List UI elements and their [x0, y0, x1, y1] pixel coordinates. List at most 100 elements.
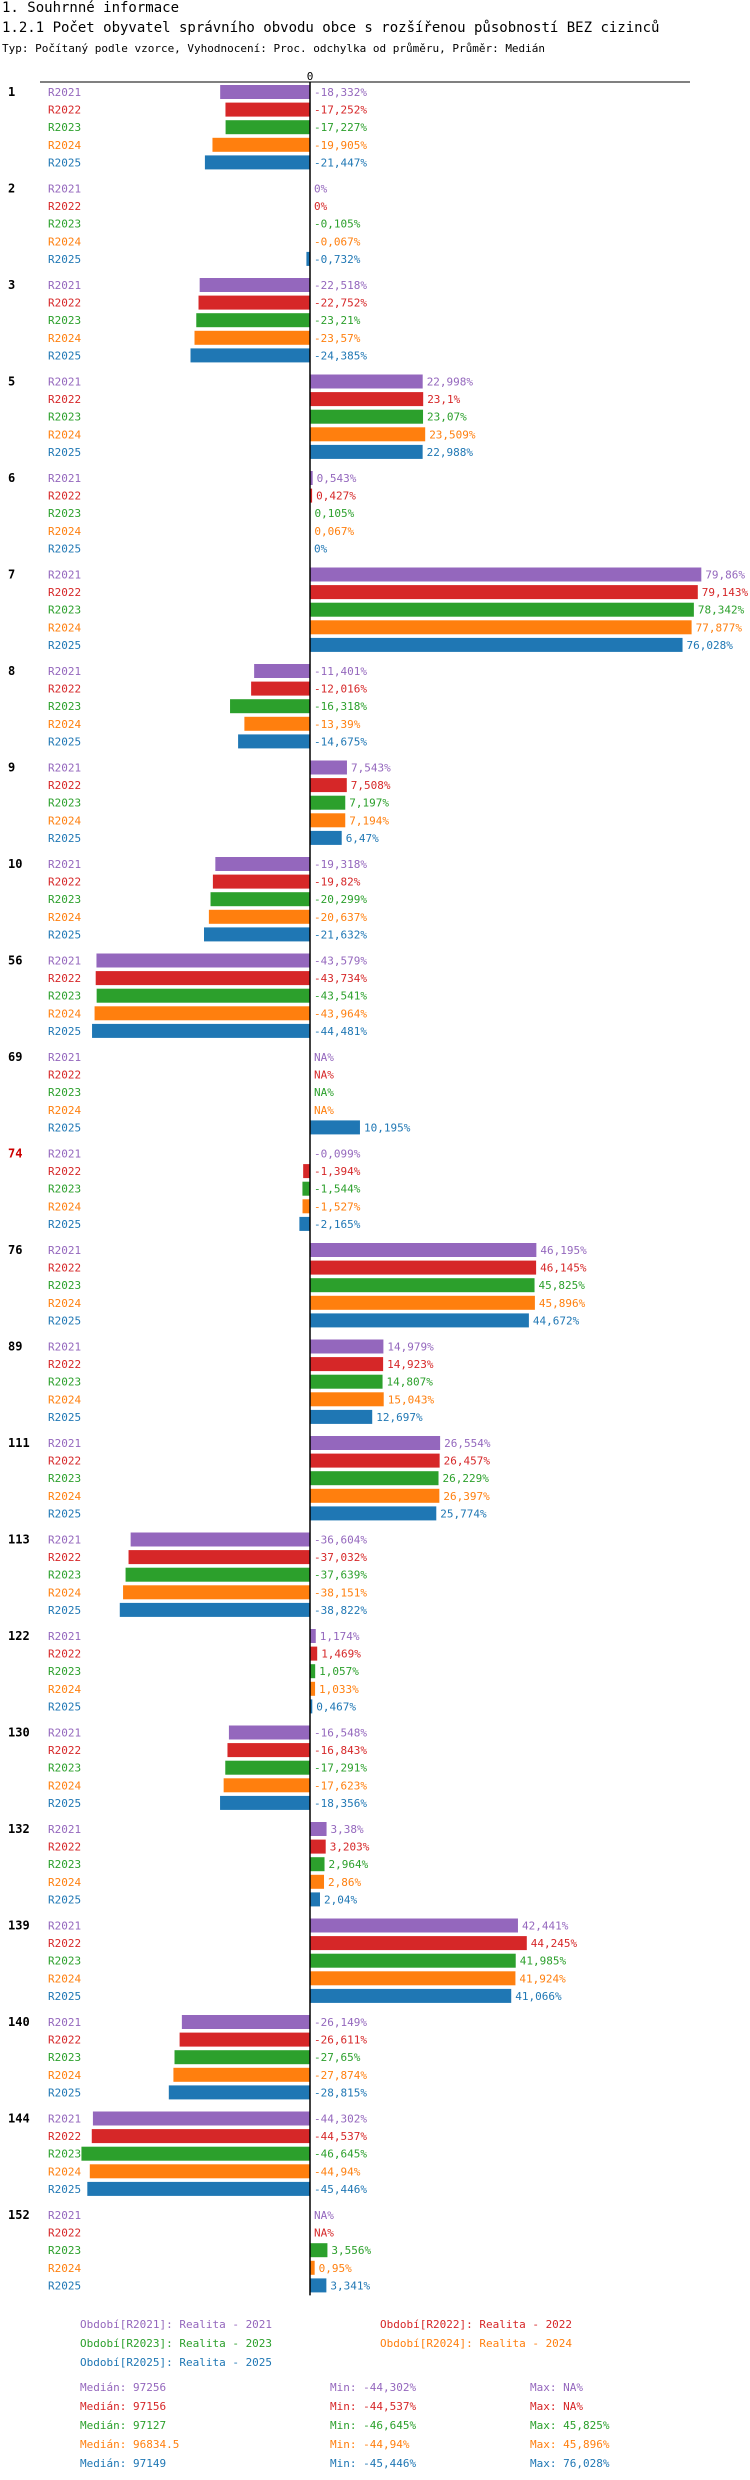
stat-max: Max: 76,028% — [530, 2457, 610, 2470]
category-label: 9 — [8, 761, 15, 775]
value-label: 41,985% — [520, 1955, 567, 1968]
series-label: R2025 — [48, 1507, 81, 1520]
series-label: R2021 — [48, 279, 81, 292]
value-label: -26,611% — [314, 2034, 367, 2047]
value-label: 26,554% — [444, 1437, 491, 1450]
value-label: 23,1% — [427, 393, 460, 406]
value-label: -37,639% — [314, 1569, 367, 1582]
value-label: 0% — [314, 542, 328, 555]
stat-median: Medián: 97156 — [80, 2400, 167, 2413]
series-label: R2021 — [48, 1051, 81, 1064]
bar — [310, 1260, 537, 1275]
value-label: -17,227% — [314, 121, 367, 134]
series-label: R2021 — [48, 1534, 81, 1547]
value-label: 25,774% — [440, 1507, 487, 1520]
category-label: 5 — [8, 375, 15, 389]
series-label: R2023 — [48, 1279, 81, 1292]
series-label: R2022 — [48, 490, 81, 503]
value-label: -13,39% — [314, 718, 361, 731]
value-label: -19,318% — [314, 858, 367, 871]
bar — [310, 1243, 537, 1257]
category-label: 1 — [8, 85, 15, 99]
legend-item: Období[R2022]: Realita - 2022 — [380, 2318, 573, 2331]
bar — [310, 620, 692, 635]
series-label: R2023 — [48, 314, 81, 327]
value-label: 3,38% — [331, 1823, 364, 1836]
value-label: NA% — [314, 1069, 334, 1082]
series-label: R2025 — [48, 349, 81, 362]
series-label: R2021 — [48, 2016, 81, 2029]
series-label: R2024 — [48, 139, 81, 152]
bar — [244, 716, 310, 731]
series-label: R2023 — [48, 507, 81, 520]
value-label: -1,394% — [314, 1165, 361, 1178]
stat-median: Medián: 97149 — [80, 2457, 167, 2470]
bar — [306, 251, 310, 266]
series-label: R2024 — [48, 718, 81, 731]
value-label: 7,508% — [351, 779, 391, 792]
series-label: R2023 — [48, 218, 81, 231]
bar — [299, 1216, 310, 1231]
series-label: R2022 — [48, 779, 81, 792]
series-label: R2025 — [48, 1411, 81, 1424]
value-label: 41,066% — [515, 1990, 562, 2003]
bar — [310, 1971, 516, 1986]
series-label: R2021 — [48, 1727, 81, 1740]
legend-item: Období[R2023]: Realita - 2023 — [80, 2337, 273, 2350]
series-label: R2024 — [48, 332, 81, 345]
series-label: R2025 — [48, 1700, 81, 1713]
value-label: 41,924% — [519, 1972, 566, 1985]
value-label: 0,067% — [314, 525, 354, 538]
value-label: -21,632% — [314, 928, 367, 941]
series-label: R2025 — [48, 2183, 81, 2196]
series-label: R2021 — [48, 1437, 81, 1450]
series-label: R2021 — [48, 1920, 81, 1933]
zero-tick-label: 0 — [307, 70, 314, 83]
series-label: R2023 — [48, 1665, 81, 1678]
series-label: R2021 — [48, 665, 81, 678]
bar — [310, 830, 342, 845]
bar — [310, 409, 424, 424]
category-label: 6 — [8, 471, 15, 485]
bar — [119, 1602, 310, 1617]
value-label: -20,299% — [314, 893, 367, 906]
value-label: -19,905% — [314, 139, 367, 152]
value-label: 44,245% — [531, 1937, 578, 1950]
stat-min: Min: -45,446% — [330, 2457, 417, 2470]
bar — [310, 1699, 313, 1714]
value-label: -19,82% — [314, 876, 361, 889]
bar — [310, 1646, 318, 1661]
value-label: -22,752% — [314, 297, 367, 310]
value-label: 6,47% — [346, 832, 379, 845]
bar — [199, 278, 310, 292]
bar — [95, 971, 310, 986]
bar — [310, 1953, 516, 1968]
bar — [310, 1453, 440, 1468]
value-label: -23,21% — [314, 314, 361, 327]
series-label: R2023 — [48, 121, 81, 134]
bar — [310, 1488, 440, 1503]
category-label: 132 — [8, 1822, 30, 1836]
bar — [310, 1120, 360, 1135]
bar — [225, 102, 310, 117]
bar — [125, 1567, 310, 1582]
value-label: 23,509% — [429, 428, 476, 441]
bar — [254, 664, 310, 678]
series-label: R2022 — [48, 1937, 81, 1950]
legend-item: Období[R2021]: Realita - 2021 — [80, 2318, 273, 2331]
bar — [81, 2146, 310, 2161]
bar — [310, 760, 347, 775]
bar — [310, 1295, 535, 1310]
bar — [310, 637, 683, 652]
value-label: -18,332% — [314, 86, 367, 99]
value-label: 3,556% — [331, 2244, 371, 2257]
value-label: -36,604% — [314, 1534, 367, 1547]
bar — [310, 795, 346, 810]
value-label: -2,165% — [314, 1218, 361, 1231]
value-label: -1,527% — [314, 1200, 361, 1213]
value-label: -17,252% — [314, 104, 367, 117]
series-label: R2023 — [48, 1955, 81, 1968]
series-label: R2023 — [48, 1472, 81, 1485]
category-label: 8 — [8, 664, 15, 678]
series-label: R2022 — [48, 1262, 81, 1275]
